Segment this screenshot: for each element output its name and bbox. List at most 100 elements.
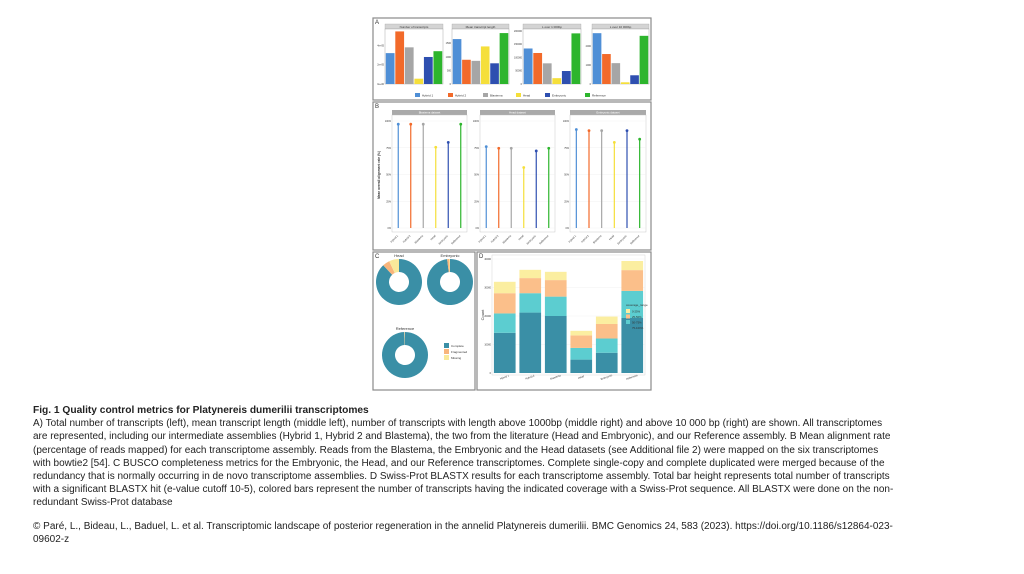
- x-tick-label: Head: [429, 233, 437, 241]
- bar-blastema: [542, 63, 552, 84]
- caption-line: are represented, including our intermedi…: [33, 431, 891, 443]
- facet-strip: [570, 110, 646, 115]
- donut-slice-fragmented: [404, 332, 405, 346]
- legend-label: Reference: [592, 94, 606, 98]
- lollipop-point: [547, 146, 551, 150]
- stacked-bar-segment: [519, 278, 542, 294]
- lollipop-point: [484, 145, 488, 149]
- y-tick-label: 1500: [446, 42, 452, 45]
- stacked-bar-segment: [595, 323, 618, 339]
- x-tick-label: Blastema: [550, 373, 562, 381]
- y-tick-label: 0: [490, 372, 492, 375]
- legend-label: 50-75%: [632, 321, 642, 325]
- legend-swatch: [448, 93, 453, 97]
- facet-title: Number of transcripts: [400, 25, 429, 29]
- stacked-bar-segment: [493, 281, 516, 294]
- y-tick-label: 20000: [484, 315, 491, 318]
- x-tick-label: Reference: [626, 373, 639, 381]
- lollipop-point: [587, 129, 591, 133]
- y-tick-label: 0: [521, 83, 523, 86]
- y-tick-label: 200000: [514, 30, 523, 33]
- figure: A B C D Number of transcripts 0e+00 2e+05 4e+05…: [372, 17, 652, 391]
- bar-embryonic: [423, 56, 433, 84]
- bar-embryonic: [630, 75, 639, 84]
- panel-letter: C: [375, 254, 380, 260]
- lollipop-point: [497, 146, 501, 150]
- caption-line: (percentage of reads mapped) for each tr…: [33, 444, 879, 456]
- caption-line: redundant Swiss-Prot database: [33, 497, 173, 509]
- y-tick-label: 0%: [388, 227, 392, 230]
- facet-title: Mean transcript length: [466, 25, 496, 29]
- y-tick-label: 50000: [515, 70, 522, 73]
- plot-area: [569, 114, 647, 233]
- legend-title: coverage_range: [626, 303, 648, 307]
- plot-area: [491, 254, 646, 376]
- bar-hybrid-2: [462, 59, 471, 84]
- legend-swatch: [626, 325, 630, 330]
- donut-slice-missing: [449, 259, 450, 273]
- plot-area: [451, 28, 510, 85]
- stacked-bar-segment: [570, 347, 593, 360]
- legend-swatch: [516, 93, 521, 97]
- bar-head: [414, 78, 424, 84]
- bar-reference: [639, 35, 649, 84]
- facet-strip: [480, 110, 555, 115]
- legend-label: 0-25%: [632, 310, 641, 314]
- lollipop-point: [396, 122, 400, 126]
- y-tick-label: 0e+00: [377, 83, 384, 86]
- stacked-bar-segment: [595, 316, 618, 324]
- legend-swatch: [483, 93, 488, 97]
- lollipop-point: [534, 149, 538, 153]
- y-tick-label: 25%: [564, 200, 570, 203]
- stacked-bar-segment: [621, 317, 644, 373]
- y-tick-label: 150000: [514, 43, 523, 46]
- y-tick-label: 40000: [484, 258, 491, 261]
- x-tick-label: Head: [517, 233, 525, 241]
- legend-swatch: [444, 349, 449, 354]
- stacked-bar-segment: [544, 316, 567, 373]
- panel-frame: [476, 251, 652, 391]
- legend-label: Hybrid 2: [455, 94, 467, 98]
- facet-strip: [392, 110, 467, 115]
- lollipop-point: [446, 141, 450, 144]
- stacked-bar-segment: [621, 270, 644, 291]
- bar-blastema: [404, 47, 414, 84]
- legend-label: 25-50%: [632, 315, 642, 319]
- figure-caption: Fig. 1 Quality control metrics for Platy…: [33, 404, 1013, 510]
- y-tick-label: 4e+05: [377, 44, 384, 47]
- bar-embryonic: [561, 71, 571, 84]
- x-tick-label: Blastema: [413, 233, 424, 244]
- x-tick-label: Embryonic: [437, 233, 449, 245]
- legend-label: Blastema: [490, 94, 503, 98]
- lollipop-point: [522, 166, 526, 169]
- x-tick-label: Embryonic: [600, 373, 614, 381]
- x-tick-label: Hybrid 1: [477, 233, 487, 243]
- x-tick-label: Hybrid 1: [567, 233, 577, 243]
- bar-reference: [571, 33, 581, 84]
- plot-area: [391, 114, 468, 233]
- x-tick-label: Embryonic: [525, 233, 537, 245]
- stacked-bar-segment: [544, 271, 567, 281]
- donut-slice-complete: [376, 259, 423, 306]
- y-tick-label: 30000: [484, 287, 491, 290]
- citation-line: © Paré, L., Bideau, L., Baduel, L. et al…: [33, 521, 893, 532]
- donut-title: Embryonic: [441, 253, 460, 258]
- legend-swatch: [626, 309, 630, 313]
- lollipop-point: [600, 129, 604, 133]
- stacked-bar-segment: [544, 296, 567, 316]
- facet-title: Head dataset: [509, 111, 526, 115]
- legend-label: Hybrid 1: [422, 94, 434, 98]
- caption-line: redundancy that is normally occurring in…: [33, 471, 890, 483]
- x-tick-label: Blastema: [501, 233, 512, 244]
- y-tick-label: 75%: [564, 147, 570, 150]
- y-tick-label: 50%: [386, 174, 392, 177]
- x-tick-label: Head: [608, 233, 616, 241]
- y-tick-label: 2e+05: [377, 64, 384, 67]
- legend-label: Head: [523, 94, 531, 98]
- legend-label: 75-100%: [632, 326, 644, 330]
- donut-title: Head: [394, 253, 404, 258]
- lollipop-point: [421, 122, 425, 126]
- panel-frame: [372, 251, 476, 391]
- legend-swatch: [415, 93, 420, 97]
- plot-area: [591, 28, 650, 85]
